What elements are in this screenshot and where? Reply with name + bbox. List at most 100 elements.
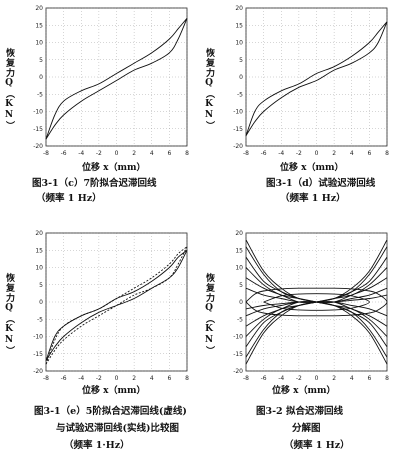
x-tick-label: 0: [115, 375, 119, 382]
y-tick-label: 20: [235, 5, 243, 12]
y-tick-label: 5: [239, 57, 243, 64]
x-tick-label: -2: [96, 375, 102, 382]
figure-caption-line-1: 图3-1（d）试验迟滞回线: [266, 178, 376, 189]
hysteresis-curve: [45, 18, 188, 140]
x-tick-label: 0: [315, 150, 319, 157]
figure-caption-line-1: 图3-1（e）5阶拟合迟滞回线(虚线): [34, 406, 187, 417]
y-tick-label: 15: [35, 247, 43, 254]
y-tick-label: -15: [233, 126, 243, 133]
x-tick-label: 4: [150, 150, 154, 157]
figure-caption-line-1: 图3-2 拟合迟滞回线: [256, 406, 343, 417]
x-tick-label: 6: [167, 375, 171, 382]
hysteresis-curve: [45, 250, 188, 361]
hysteresis-curve: [245, 287, 388, 317]
y-tick-label: 10: [35, 40, 43, 47]
chart-panel-c: 恢复力Q（KN） 20 15 10 5 0 -5 -10 -15 -20 -8 -6 -4 -2 0 2 4 6…: [0, 0, 200, 232]
x-axis-label: 位移 x（mm）: [280, 163, 344, 173]
figure-caption-line-2: 与试验迟滞回线(实线)比较图: [56, 423, 179, 434]
y-tick-label: -10: [233, 109, 243, 116]
y-tick-label: 5: [39, 282, 43, 289]
y-axis-label: 恢复力Q（KN）: [4, 48, 14, 131]
y-tick-label: 20: [35, 230, 43, 237]
x-axis-label: 位移 x（mm）: [82, 386, 146, 396]
y-tick-label: -10: [233, 334, 243, 341]
x-tick-label: 2: [332, 150, 336, 157]
x-tick-label: -2: [296, 150, 302, 157]
figure-caption-line-3: （频率 1 Hz）: [284, 440, 350, 451]
x-tick-label: 4: [350, 150, 354, 157]
y-tick-label: 0: [239, 74, 243, 81]
hysteresis-curve: [245, 21, 388, 136]
hysteresis-curve: [245, 287, 388, 317]
y-tick-label: 20: [235, 230, 243, 237]
chart-panel-e: 恢复力Q（KN） 20 15 10 5 0 -5 -10 -15 -20 -8 -6 -4 -2 0 2 4 6…: [0, 225, 200, 463]
x-tick-label: 8: [185, 375, 189, 382]
y-tick-label: 10: [235, 265, 243, 272]
hysteresis-curve: [263, 293, 370, 311]
x-tick-label: 6: [367, 375, 371, 382]
y-tick-label: 10: [235, 40, 243, 47]
y-tick-label: 0: [39, 74, 43, 81]
y-tick-label: 5: [39, 57, 43, 64]
figure-caption-line-1: 图3-1（c）7阶拟合迟滞回线: [32, 178, 157, 189]
y-tick-label: 0: [239, 299, 243, 306]
x-tick-label: -8: [243, 150, 249, 157]
x-axis-label: 位移 x（mm）: [272, 386, 336, 396]
figure-caption-line-2: （频率 1 Hz）: [36, 193, 102, 204]
y-tick-label: 15: [35, 22, 43, 29]
x-tick-label: -4: [78, 375, 84, 382]
y-tick-label: -20: [33, 143, 43, 150]
x-tick-label: -6: [261, 150, 267, 157]
x-tick-label: -6: [61, 150, 67, 157]
x-tick-label: 4: [350, 375, 354, 382]
figure-caption-line-2: （频率 1 Hz）: [280, 193, 346, 204]
hysteresis-curve: [245, 21, 388, 136]
figure-caption-line-2: 分解图: [292, 423, 321, 434]
x-tick-label: -8: [43, 375, 49, 382]
chart-panel-f: 恢复力Q（KN） 20 15 10 5 0 -5 -10 -15 -20 -8 -6 -4 -2 0 2 4 6…: [200, 225, 400, 463]
x-tick-label: 4: [150, 375, 154, 382]
figure-caption-line-3: （频率 1·Hz）: [64, 440, 130, 451]
y-tick-label: -20: [233, 143, 243, 150]
x-tick-label: -8: [243, 375, 249, 382]
y-tick-label: 0: [39, 299, 43, 306]
hysteresis-curve: [45, 246, 188, 365]
y-tick-label: -5: [37, 91, 43, 98]
y-tick-label: -5: [237, 91, 243, 98]
x-tick-label: -4: [78, 150, 84, 157]
y-tick-label: -10: [33, 334, 43, 341]
chart-panel-d: 恢复力Q（KN） 20 15 10 5 0 -5 -10 -15 -20 -8 -6 -4 -2 0 2 4 6…: [200, 0, 400, 232]
y-tick-label: -15: [33, 351, 43, 358]
y-axis-label: 恢复力Q（KN）: [204, 273, 214, 356]
y-axis-label: 恢复力Q（KN）: [204, 48, 214, 131]
x-tick-label: 2: [132, 375, 136, 382]
x-tick-label: -2: [96, 150, 102, 157]
y-axis-label: 恢复力Q（KN）: [4, 273, 14, 356]
x-tick-label: 6: [367, 150, 371, 157]
x-tick-label: 2: [332, 375, 336, 382]
y-tick-label: 15: [235, 247, 243, 254]
x-tick-label: 8: [185, 150, 189, 157]
x-tick-label: 2: [132, 150, 136, 157]
hysteresis-curve: [45, 18, 188, 140]
x-tick-label: -8: [43, 150, 49, 157]
x-tick-label: 0: [115, 150, 119, 157]
y-tick-label: -10: [33, 109, 43, 116]
y-tick-label: -20: [233, 368, 243, 375]
y-tick-label: 5: [239, 282, 243, 289]
y-tick-label: -5: [237, 316, 243, 323]
x-tick-label: -6: [261, 375, 267, 382]
y-tick-label: 15: [235, 22, 243, 29]
y-tick-label: -15: [33, 126, 43, 133]
hysteresis-curve: [45, 246, 188, 365]
y-tick-label: -15: [233, 351, 243, 358]
x-tick-label: -6: [61, 375, 67, 382]
y-tick-label: -20: [33, 368, 43, 375]
x-tick-label: -2: [296, 375, 302, 382]
y-tick-label: 10: [35, 265, 43, 272]
x-tick-label: -4: [278, 150, 284, 157]
